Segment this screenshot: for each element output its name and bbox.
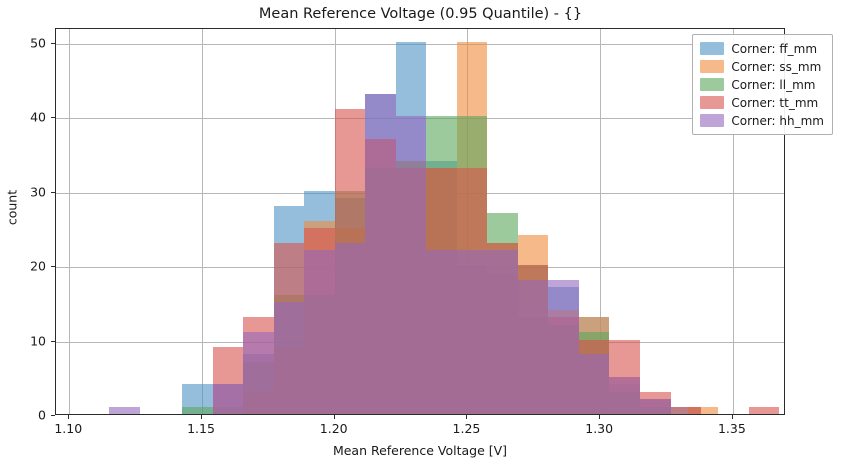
x-tick-mark (466, 415, 468, 419)
histogram-bar (548, 280, 579, 414)
histogram-bar (640, 399, 671, 414)
x-tick-label: 1.35 (717, 421, 746, 436)
legend-label: Corner: ff_mm (731, 41, 818, 56)
legend-item[interactable]: Corner: ll_mm (700, 77, 824, 92)
histogram-bar (243, 332, 274, 414)
gridline-vertical (202, 29, 203, 414)
y-axis-label: count (4, 189, 20, 226)
histogram-bar (109, 406, 140, 414)
histogram-bar (334, 242, 366, 414)
legend-swatch (700, 60, 725, 73)
histogram-bar (395, 116, 427, 414)
plot-area (55, 28, 785, 415)
histogram-bar (687, 406, 719, 414)
y-tick-label: 50 (30, 35, 46, 51)
y-tick-label: 20 (30, 258, 46, 274)
y-tick-label: 30 (30, 184, 46, 200)
y-tick-label: 0 (38, 407, 46, 423)
x-tick-label: 1.15 (187, 421, 215, 436)
legend-label: Corner: hh_mm (731, 113, 824, 128)
histogram-bar (212, 384, 244, 414)
legend-swatch (700, 42, 725, 55)
x-tick-mark (333, 415, 335, 419)
x-tick-mark (68, 415, 70, 419)
legend-item[interactable]: Corner: ff_mm (700, 41, 824, 56)
histogram-bar (304, 250, 335, 414)
legend[interactable]: Corner: ff_mm Corner: ss_mm Corner: ll_mm C… (692, 34, 833, 135)
y-tick-label: 40 (30, 109, 46, 125)
x-tick-label: 1.30 (585, 421, 614, 436)
histogram-bar (182, 406, 213, 414)
histogram-bar (517, 280, 549, 414)
legend-item[interactable]: Corner: tt_mm (700, 95, 824, 110)
legend-label: Corner: tt_mm (731, 95, 819, 110)
histogram-bar (273, 302, 305, 414)
y-tick-mark (51, 42, 55, 44)
y-tick-mark (51, 340, 55, 342)
x-tick-label: 1.25 (452, 421, 481, 436)
histogram-bar (426, 250, 457, 414)
legend-swatch (700, 78, 725, 91)
x-tick-mark (731, 415, 733, 419)
legend-item[interactable]: Corner: hh_mm (700, 113, 824, 128)
x-tick-label: 1.10 (54, 421, 83, 436)
histogram-bars (56, 29, 784, 414)
legend-swatch (700, 96, 725, 109)
legend-swatch (700, 114, 725, 127)
y-tick-mark (51, 415, 55, 416)
y-tick-mark (51, 191, 55, 193)
gridline-vertical (732, 29, 734, 414)
legend-item[interactable]: Corner: ss_mm (700, 59, 824, 74)
x-tick-mark (599, 415, 601, 419)
histogram-bar (748, 406, 780, 414)
histogram-bar (456, 250, 488, 414)
gridline-vertical (600, 29, 602, 414)
y-tick-mark (51, 266, 55, 268)
y-tick-label: 10 (30, 333, 46, 349)
legend-label: Corner: ss_mm (731, 59, 822, 74)
legend-label: Corner: ll_mm (731, 77, 816, 92)
x-tick-label: 1.20 (319, 421, 348, 436)
x-axis-label: Mean Reference Voltage [V] (332, 443, 508, 458)
chart-title: Mean Reference Voltage (0.95 Quantile) -… (258, 6, 583, 22)
gridline-vertical (69, 29, 71, 414)
histogram-bar (487, 250, 518, 414)
histogram-bar (609, 376, 640, 414)
histogram-bar (670, 406, 702, 414)
histogram-bar (365, 93, 396, 414)
histogram-bar (578, 354, 610, 414)
x-tick-mark (201, 415, 202, 419)
y-tick-mark (51, 117, 55, 119)
